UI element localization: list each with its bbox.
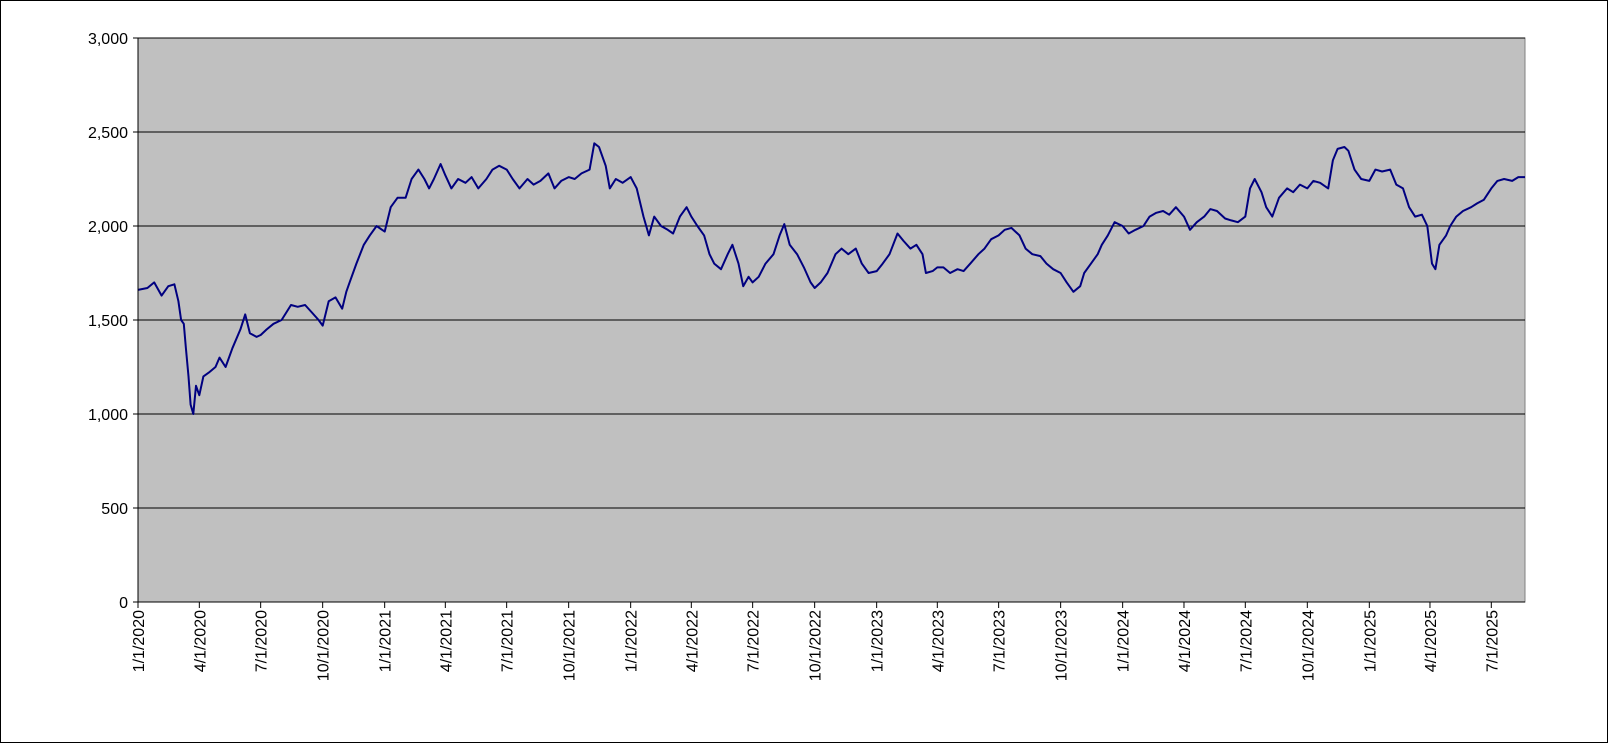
x-tick-label: 7/1/2023 bbox=[992, 610, 1009, 672]
x-tick-label: 4/1/2024 bbox=[1177, 610, 1194, 672]
x-tick-label: 1/1/2025 bbox=[1362, 610, 1379, 672]
gridlines bbox=[138, 37, 1525, 509]
y-tick-label: 1,500 bbox=[88, 313, 128, 330]
x-tick-label: 1/1/2024 bbox=[1116, 610, 1133, 672]
x-tick-label: 10/1/2022 bbox=[808, 610, 825, 681]
x-tick-label: 10/1/2021 bbox=[562, 610, 579, 681]
x-tick-label: 4/1/2025 bbox=[1423, 610, 1440, 672]
x-tick-label: 4/1/2020 bbox=[192, 610, 209, 672]
y-tick-label: 2,500 bbox=[88, 125, 128, 142]
x-tick-label: 7/1/2024 bbox=[1238, 610, 1255, 672]
y-tick-label: 500 bbox=[101, 501, 128, 518]
y-tick-label: 1,000 bbox=[88, 407, 128, 424]
x-tick-label: 1/1/2020 bbox=[131, 610, 148, 672]
x-tick-label: 1/1/2022 bbox=[624, 610, 641, 672]
y-tick-label: 3,000 bbox=[88, 31, 128, 48]
y-tick-label: 2,000 bbox=[88, 219, 128, 236]
x-tick-label: 7/1/2025 bbox=[1484, 610, 1501, 672]
x-tick-label: 4/1/2022 bbox=[684, 610, 701, 672]
y-axis: 0 500 1,000 1,500 2,000 2,500 3,000 bbox=[88, 31, 138, 612]
x-tick-label: 10/1/2023 bbox=[1054, 610, 1071, 681]
x-tick-label: 1/1/2021 bbox=[378, 610, 395, 672]
x-tick-label: 4/1/2023 bbox=[930, 610, 947, 672]
x-tick-label: 10/1/2024 bbox=[1300, 610, 1317, 681]
x-tick-label: 7/1/2021 bbox=[500, 610, 517, 672]
x-tick-label: 10/1/2020 bbox=[316, 610, 333, 681]
y-tick-label: 0 bbox=[119, 595, 128, 612]
x-tick-label: 4/1/2021 bbox=[438, 610, 455, 672]
x-tick-label: 7/1/2020 bbox=[254, 610, 271, 672]
x-tick-label: 7/1/2022 bbox=[746, 610, 763, 672]
series-line bbox=[137, 142, 1525, 415]
x-tick-label: 1/1/2023 bbox=[870, 610, 887, 672]
x-axis: 1/1/2020 4/1/2020 7/1/2020 10/1/2020 1/1/202… bbox=[131, 602, 1501, 681]
